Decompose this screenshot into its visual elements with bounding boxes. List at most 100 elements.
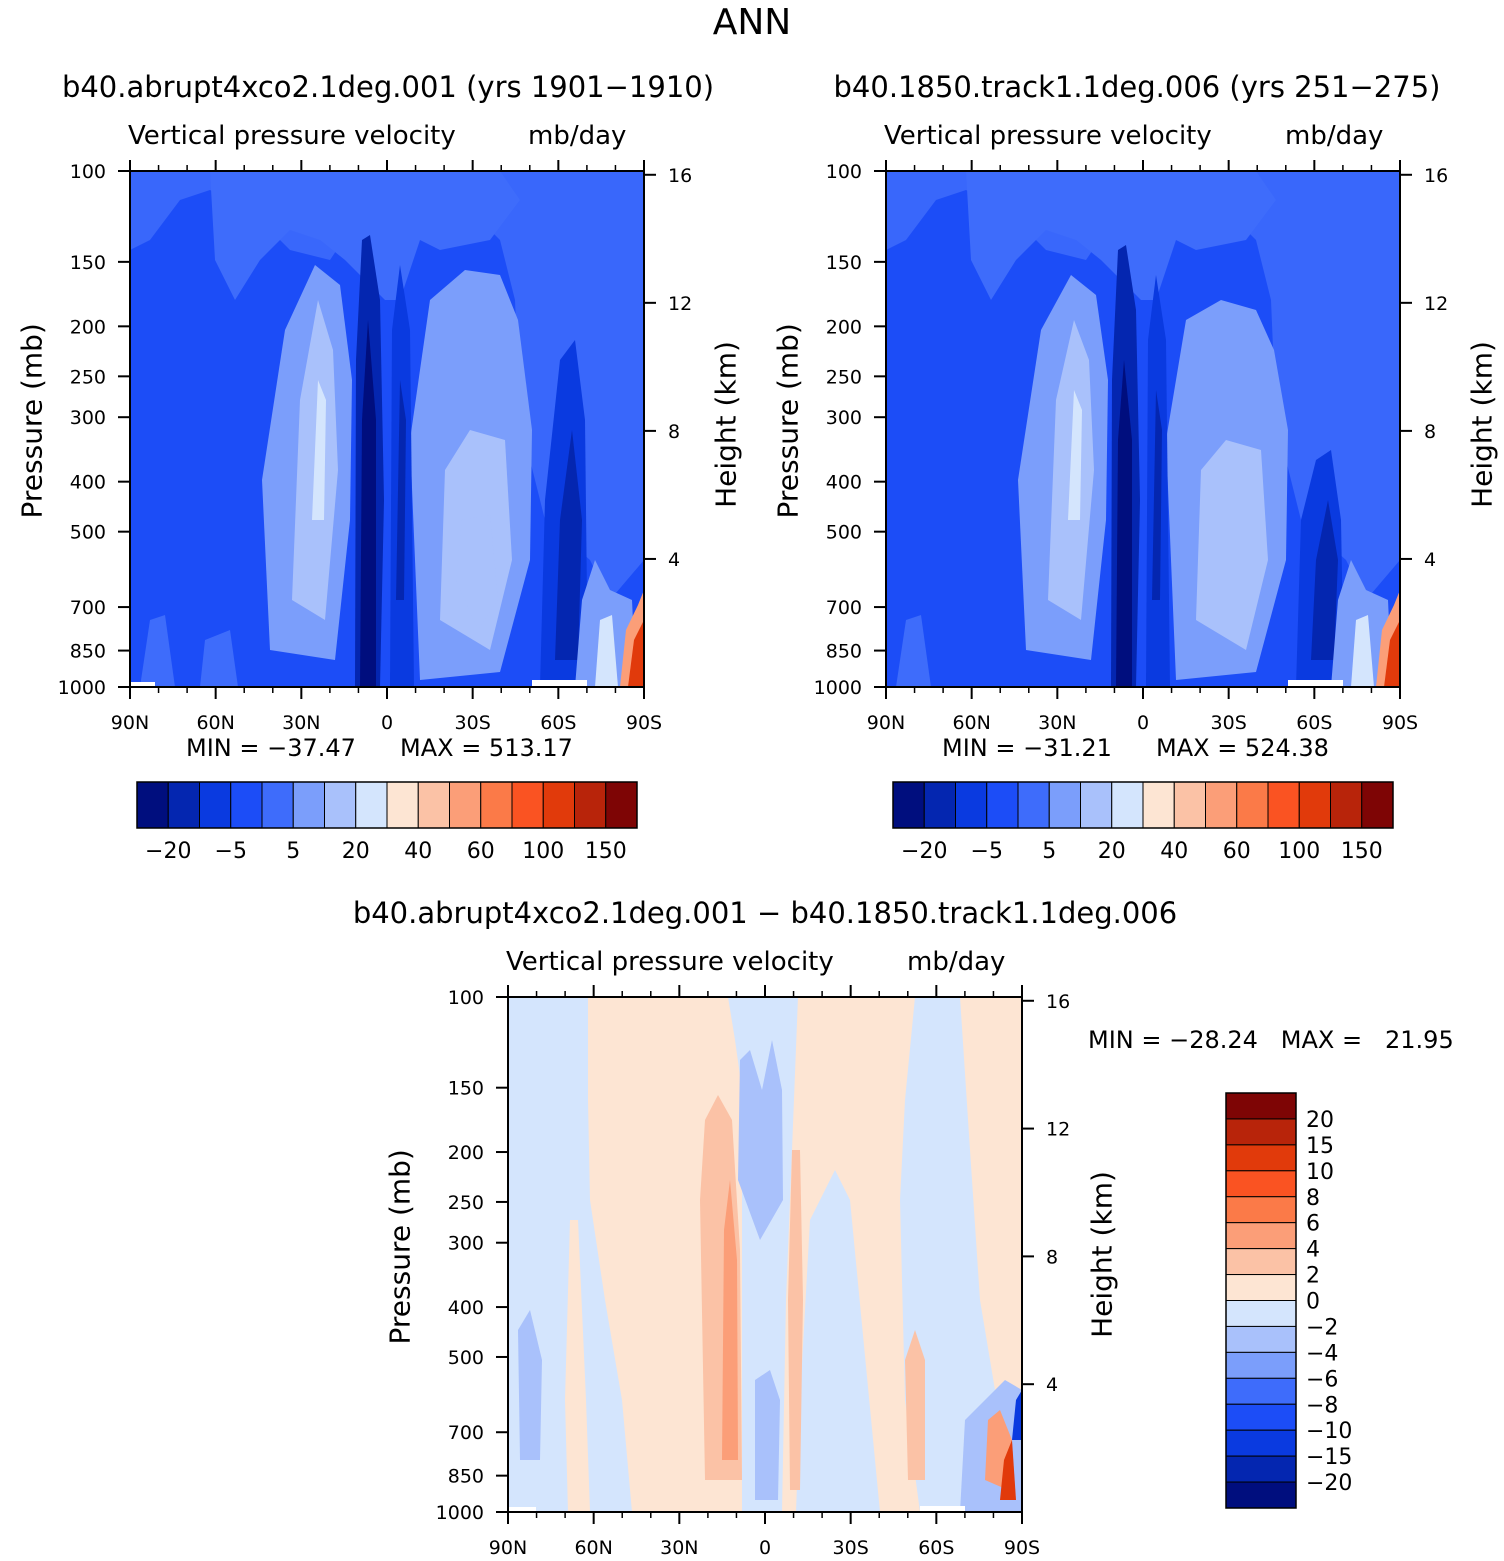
colorbar-label: 0 bbox=[1306, 1290, 1320, 1315]
colorbar-label: −5 bbox=[215, 839, 247, 864]
pressure-tick-label: 700 bbox=[70, 597, 106, 619]
pressure-tick-label: 100 bbox=[826, 161, 862, 183]
colorbar-swatch bbox=[1361, 781, 1394, 829]
colorbar-swatch bbox=[324, 781, 357, 829]
latitude-tick-label: 60N bbox=[196, 712, 234, 734]
colorbar-swatch bbox=[955, 781, 988, 829]
colorbar-label: −8 bbox=[1306, 1393, 1338, 1418]
height-tick-label: 8 bbox=[1424, 421, 1436, 443]
colorbar-swatch bbox=[261, 781, 294, 829]
pressure-tick-label: 850 bbox=[448, 1466, 484, 1488]
panel2-ticks: 100 150 200 250 300 400 500 700 850 1000 16 12 8 4 90N… bbox=[814, 160, 1448, 734]
colorbar-swatch bbox=[605, 781, 638, 829]
colorbar-swatch bbox=[1225, 1248, 1297, 1276]
colorbar-swatch bbox=[1225, 1170, 1297, 1198]
height-tick-label: 8 bbox=[1046, 1246, 1058, 1268]
panel2-case-title: b40.1850.track1.1deg.006 (yrs 251−275) bbox=[833, 70, 1441, 104]
colorbar-label: −2 bbox=[1306, 1315, 1338, 1340]
pressure-tick-label: 1000 bbox=[814, 677, 862, 699]
height-tick-label: 16 bbox=[1424, 165, 1448, 187]
colorbar-label: 40 bbox=[404, 839, 432, 864]
height-tick-label: 8 bbox=[668, 421, 680, 443]
colorbar-swatch bbox=[1298, 781, 1331, 829]
panel3-ticks: 100 150 200 250 300 400 500 700 850 1000 16 12 8 4 90N… bbox=[436, 985, 1070, 1559]
pressure-tick-label: 500 bbox=[448, 1347, 484, 1369]
colorbar-swatch bbox=[1225, 1222, 1297, 1250]
colorbar-frame bbox=[892, 781, 1394, 829]
panel2-var-title: Vertical pressure velocity bbox=[884, 121, 1212, 151]
panel1-plot: 100 150 200 250 300 400 500 700 850 1000 16 12 8 4 90N… bbox=[58, 160, 692, 734]
pressure-tick-label: 300 bbox=[70, 407, 106, 429]
colorbar-swatch bbox=[1330, 781, 1363, 829]
colorbar-swatch bbox=[1225, 1481, 1297, 1509]
panel2-max: MAX = 524.38 bbox=[1156, 734, 1329, 762]
colorbar-label: −20 bbox=[145, 839, 191, 864]
panel1-ticks: 100 150 200 250 300 400 500 700 850 1000 16 12 8 4 90N… bbox=[58, 160, 692, 734]
colorbar-label: 60 bbox=[1223, 839, 1251, 864]
latitude-tick-label: 60N bbox=[952, 712, 990, 734]
colorbar-swatch bbox=[355, 781, 388, 829]
height-tick-label: 12 bbox=[1424, 293, 1448, 315]
panel3-case-title: b40.abrupt4xco2.1deg.001 − b40.1850.trac… bbox=[352, 896, 1178, 930]
colorbar-label: 5 bbox=[1042, 839, 1056, 864]
latitude-tick-label: 90N bbox=[489, 1537, 527, 1559]
colorbar-swatch bbox=[1205, 781, 1238, 829]
panel3-var-title: Vertical pressure velocity bbox=[506, 947, 834, 977]
colorbar-swatch bbox=[1225, 1325, 1297, 1353]
colorbar-frame bbox=[1225, 1092, 1297, 1509]
colorbar-swatch bbox=[542, 781, 575, 829]
colorbar-label: 8 bbox=[1306, 1186, 1320, 1211]
panel3-units: mb/day bbox=[907, 947, 1006, 977]
panel1-min: MIN = −37.47 bbox=[186, 734, 356, 762]
pressure-tick-label: 400 bbox=[826, 472, 862, 494]
colorbar-swatch bbox=[1142, 781, 1175, 829]
colorbar-swatch bbox=[923, 781, 956, 829]
panel1-colorbar: −20 −5 5 20 40 60 100 150 bbox=[136, 781, 638, 864]
pressure-tick-label: 250 bbox=[448, 1192, 484, 1214]
colorbar-label: −6 bbox=[1306, 1367, 1338, 1392]
colorbar-swatch bbox=[1267, 781, 1300, 829]
pressure-tick-label: 700 bbox=[448, 1422, 484, 1444]
panel1-units: mb/day bbox=[528, 121, 627, 151]
colorbar-label: 150 bbox=[1341, 839, 1383, 864]
panel1-var-title: Vertical pressure velocity bbox=[128, 121, 456, 151]
latitude-tick-label: 60S bbox=[1296, 712, 1332, 734]
colorbar-label: −10 bbox=[1306, 1419, 1352, 1444]
colorbar-swatch bbox=[480, 781, 513, 829]
latitude-tick-label: 60N bbox=[574, 1537, 612, 1559]
colorbar-swatch bbox=[511, 781, 544, 829]
height-tick-label: 12 bbox=[668, 293, 692, 315]
panel2-colorbar: −20 −5 5 20 40 60 100 150 bbox=[892, 781, 1394, 864]
colorbar-label: 60 bbox=[467, 839, 495, 864]
pressure-tick-label: 300 bbox=[448, 1233, 484, 1255]
latitude-tick-label: 90S bbox=[1382, 712, 1418, 734]
panel1-max: MAX = 513.17 bbox=[400, 734, 573, 762]
latitude-tick-label: 0 bbox=[381, 712, 393, 734]
colorbar-label: 100 bbox=[1278, 839, 1320, 864]
colorbar-swatch bbox=[1111, 781, 1144, 829]
pressure-tick-label: 200 bbox=[826, 316, 862, 338]
latitude-tick-label: 30S bbox=[1211, 712, 1247, 734]
pressure-tick-label: 700 bbox=[826, 597, 862, 619]
panel2-min: MIN = −31.21 bbox=[942, 734, 1112, 762]
latitude-tick-label: 60S bbox=[540, 712, 576, 734]
pressure-tick-label: 150 bbox=[826, 252, 862, 274]
colorbar-label: 10 bbox=[1306, 1160, 1334, 1185]
colorbar-swatch bbox=[417, 781, 450, 829]
colorbar-label: 5 bbox=[286, 839, 300, 864]
panel3-minmax: MIN = −28.24 MAX = 21.95 bbox=[1088, 1026, 1454, 1054]
colorbar-swatch bbox=[136, 781, 169, 829]
panel3-contours bbox=[508, 997, 1022, 1512]
colorbar-swatch bbox=[1225, 1274, 1297, 1301]
colorbar-label: 20 bbox=[342, 839, 370, 864]
panel2-plot: 100 150 200 250 300 400 500 700 850 1000 16 12 8 4 90N… bbox=[814, 160, 1448, 734]
colorbar-label: 100 bbox=[522, 839, 564, 864]
pressure-tick-label: 300 bbox=[826, 407, 862, 429]
latitude-tick-label: 30S bbox=[833, 1537, 869, 1559]
colorbar-swatch bbox=[1225, 1196, 1297, 1224]
colorbar-swatch bbox=[1225, 1351, 1297, 1379]
panel3-plot: 100 150 200 250 300 400 500 700 850 1000 16 12 8 4 90N… bbox=[436, 985, 1070, 1559]
panel1-case-title: b40.abrupt4xco2.1deg.001 (yrs 1901−1910) bbox=[61, 70, 715, 104]
colorbar-swatch bbox=[1225, 1429, 1297, 1457]
